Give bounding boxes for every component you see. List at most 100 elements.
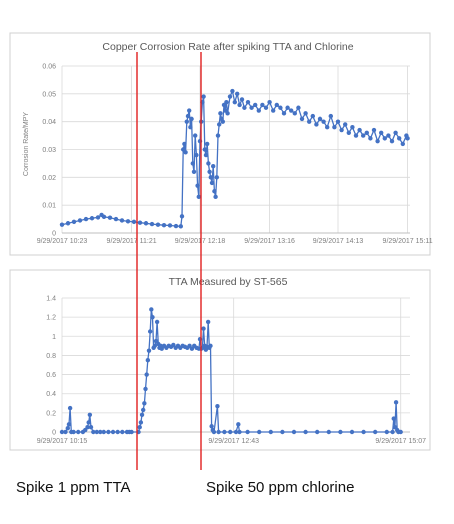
- c1-x-tick-label: 9/29/2017 11:21: [107, 238, 157, 245]
- c1-data-point: [213, 194, 218, 200]
- c1-data-point: [212, 189, 217, 194]
- c1-data-point: [203, 152, 209, 158]
- c2-data-point: [391, 416, 396, 421]
- c2-data-point: [67, 405, 73, 411]
- c2-data-point: [129, 429, 134, 435]
- c2-data-point: [144, 372, 149, 377]
- c1-data-point: [350, 125, 355, 130]
- c1-data-point: [256, 108, 261, 113]
- c1-data-point: [65, 221, 71, 226]
- c1-data-point: [393, 130, 398, 135]
- c2-data-point: [94, 429, 100, 435]
- c1-data-point: [361, 133, 366, 138]
- c2-data-point: [88, 425, 94, 430]
- c1-data-point: [267, 99, 272, 105]
- c1-data-point: [299, 116, 305, 122]
- c1-x-tick-label: 9/29/2017 12:18: [175, 238, 226, 245]
- c1-data-point: [281, 111, 287, 116]
- c1-data-point: [183, 150, 188, 155]
- c2-data-point: [98, 429, 103, 435]
- c2-data-point: [326, 429, 331, 435]
- c2-data-point: [236, 422, 241, 427]
- c2-data-point: [142, 401, 147, 406]
- c1-data-point: [292, 111, 297, 116]
- c1-data-point: [235, 91, 240, 97]
- c1-data-point: [227, 94, 233, 99]
- c1-data-point: [193, 133, 198, 138]
- c2-y-tick-label: 0.4: [46, 391, 56, 398]
- c2-data-point: [245, 429, 250, 435]
- c2-data-point: [149, 307, 154, 312]
- c1-x-tick-label: 9/29/2017 15:11: [383, 238, 433, 245]
- c2-data-point: [66, 422, 72, 427]
- c1-data-point: [389, 138, 395, 144]
- c1-data-point: [189, 116, 194, 122]
- c2-data-point: [315, 429, 320, 435]
- c2-data-point: [120, 429, 125, 435]
- c2-data-point: [338, 429, 343, 435]
- c1-y-tick-label: 0.03: [42, 147, 56, 154]
- c1-data-point: [155, 222, 161, 227]
- c1-data-point: [178, 224, 183, 229]
- chart2-x-ticks: 9/29/2017 10:15 9/29/2017 12:43 9/29/2017 …: [37, 438, 426, 445]
- c2-data-point: [141, 407, 146, 413]
- c2-data-point: [268, 429, 273, 435]
- c1-x-tick-label: 9/29/2017 13:16: [244, 238, 295, 245]
- c2-data-point: [216, 429, 221, 435]
- c2-data-point: [390, 429, 395, 435]
- c1-y-tick-label: 0.02: [42, 175, 56, 182]
- c1-data-point: [215, 133, 221, 138]
- c1-data-point: [179, 214, 185, 219]
- c2-data-point: [222, 429, 227, 435]
- chart1-x-ticks: 9/29/2017 10:23 9/29/2017 11:21 9/29/2017 …: [37, 238, 433, 245]
- chart2-y-ticks: 0 0.2 0.4 0.6 0.8 1 1.2 1.4: [46, 296, 56, 437]
- c1-data-point: [285, 105, 290, 110]
- c1-data-point: [173, 223, 179, 229]
- c1-data-point: [271, 108, 276, 113]
- c1-data-point: [217, 122, 222, 127]
- c1-x-tick-label: 9/29/2017 10:23: [37, 238, 88, 245]
- c1-data-point: [353, 133, 359, 138]
- c1-data-point: [207, 169, 212, 174]
- c1-data-point: [113, 216, 119, 222]
- c2-data-point: [146, 348, 152, 353]
- c2-x-tick-label: 9/29/2017 10:15: [37, 438, 88, 445]
- chart1-frame: [9, 32, 431, 256]
- c2-data-point: [150, 314, 155, 320]
- c1-y-tick-label: 0.01: [42, 203, 56, 210]
- c1-y-tick-label: 0.04: [42, 119, 56, 126]
- c2-data-point: [373, 429, 378, 435]
- c1-y-tick-label: 0.06: [42, 64, 56, 71]
- c1-data-point: [119, 218, 125, 223]
- c1-data-point: [328, 113, 333, 119]
- c1-data-point: [371, 127, 377, 133]
- c2-data-point: [208, 343, 213, 349]
- c1-data-point: [89, 216, 95, 221]
- c1-data-point: [209, 180, 215, 186]
- c1-data-point: [149, 221, 155, 227]
- c2-data-point: [303, 429, 308, 435]
- c1-data-point: [224, 99, 229, 105]
- c2-data-point: [205, 319, 211, 325]
- c1-data-point: [314, 122, 319, 127]
- c2-data-point: [91, 429, 96, 435]
- c2-data-point: [145, 358, 151, 363]
- c1-data-point: [83, 216, 89, 222]
- c1-data-point: [201, 94, 206, 99]
- c1-data-point: [263, 105, 269, 110]
- c2-y-tick-label: 0.6: [46, 372, 56, 379]
- c1-data-point: [400, 141, 405, 147]
- c2-y-tick-label: 0: [52, 430, 56, 437]
- c2-x-tick-label: 9/29/2017 15:07: [375, 438, 426, 445]
- c2-data-point: [139, 412, 145, 417]
- c1-data-point: [317, 116, 323, 122]
- c2-data-point: [228, 429, 233, 435]
- c2-data-point: [85, 425, 90, 430]
- c2-data-point: [106, 429, 111, 435]
- c1-data-point: [237, 102, 242, 108]
- c1-data-point: [205, 141, 210, 147]
- c1-data-point: [187, 108, 192, 113]
- c2-data-point: [211, 429, 217, 435]
- c2-data-point: [87, 412, 93, 417]
